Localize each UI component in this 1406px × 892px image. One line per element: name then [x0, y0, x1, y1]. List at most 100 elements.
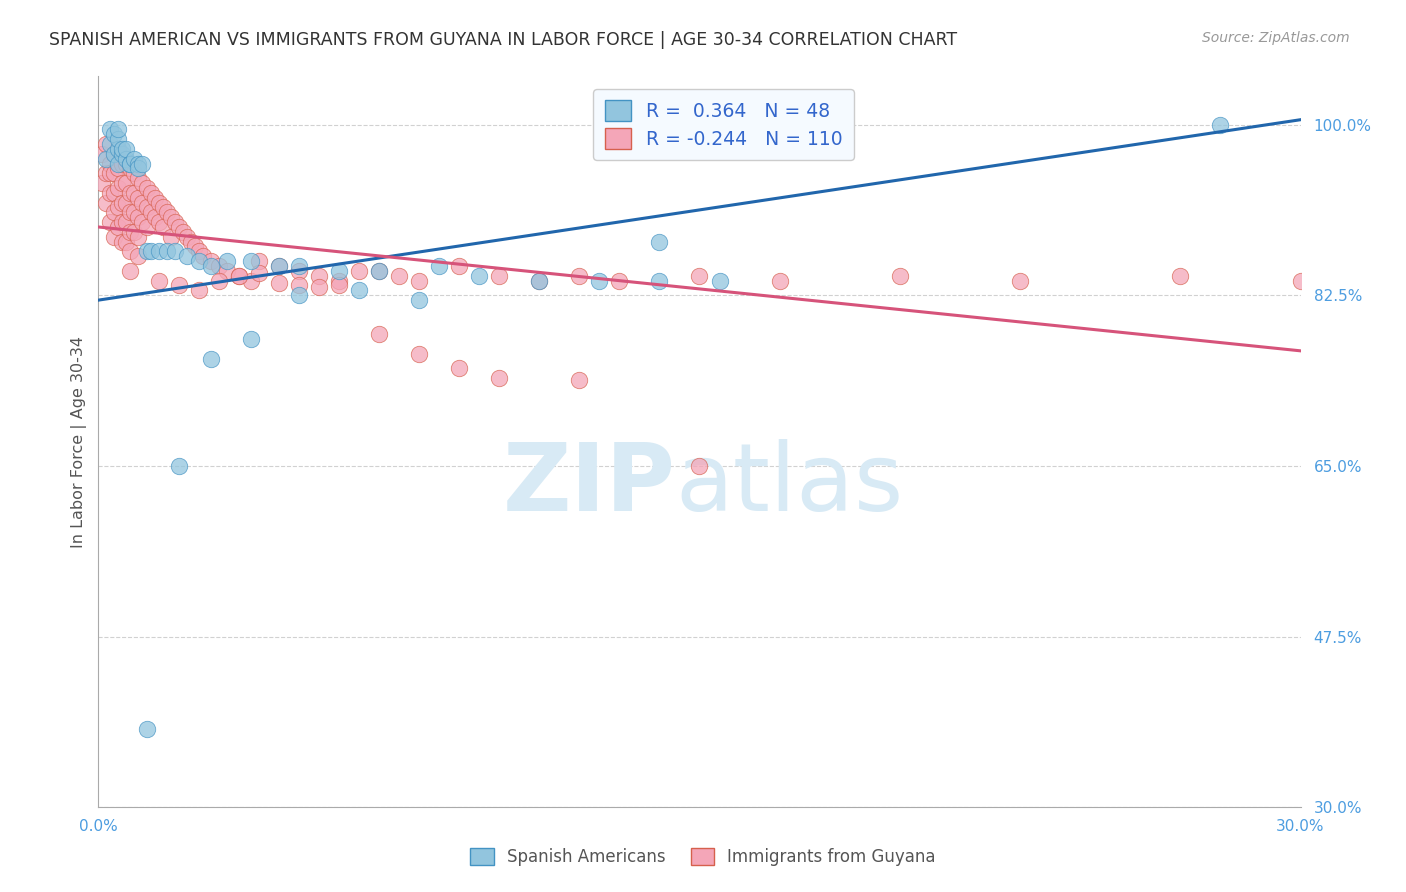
Point [447, 259, 470, 273]
Point [427, 259, 450, 273]
Point [107, 132, 129, 146]
Point [107, 219, 129, 234]
Point [308, 268, 330, 283]
Point [267, 276, 290, 290]
Point [288, 278, 311, 293]
Point [128, 156, 150, 170]
Point [120, 205, 142, 219]
Point [135, 219, 157, 234]
Point [103, 166, 125, 180]
Point [488, 268, 510, 283]
Point [111, 215, 134, 229]
Point [128, 249, 150, 263]
Point [1010, 274, 1032, 288]
Point [111, 146, 134, 161]
Point [115, 235, 138, 249]
Point [107, 181, 129, 195]
Point [191, 249, 214, 263]
Point [115, 142, 138, 156]
Point [688, 458, 710, 473]
Point [131, 215, 153, 229]
Point [100, 215, 122, 229]
Point [115, 215, 138, 229]
Legend: R =  0.364   N = 48, R = -0.244   N = 110: R = 0.364 N = 48, R = -0.244 N = 110 [593, 89, 853, 160]
Point [111, 235, 134, 249]
Text: SPANISH AMERICAN VS IMMIGRANTS FROM GUYANA IN LABOR FORCE | AGE 30-34 CORRELATIO: SPANISH AMERICAN VS IMMIGRANTS FROM GUYA… [49, 31, 957, 49]
Point [215, 254, 238, 268]
Point [347, 264, 370, 278]
Text: ZIP: ZIP [502, 440, 675, 532]
Point [529, 274, 551, 288]
Point [128, 211, 150, 225]
Point [120, 186, 142, 200]
Point [120, 156, 142, 170]
Point [215, 264, 238, 278]
Point [120, 225, 142, 239]
Point [167, 458, 190, 473]
Point [159, 229, 181, 244]
Point [96, 152, 118, 166]
Point [100, 122, 122, 136]
Point [107, 122, 129, 136]
Point [120, 156, 142, 170]
Point [368, 264, 391, 278]
Point [100, 166, 122, 180]
Point [267, 259, 290, 273]
Point [288, 264, 311, 278]
Point [388, 268, 411, 283]
Point [100, 186, 122, 200]
Point [103, 146, 125, 161]
Point [239, 274, 262, 288]
Point [247, 266, 270, 280]
Point [152, 219, 174, 234]
Point [139, 205, 162, 219]
Point [100, 156, 122, 170]
Point [107, 156, 129, 170]
Point [408, 293, 430, 307]
Point [183, 239, 205, 253]
Point [131, 176, 153, 190]
Point [148, 244, 170, 259]
Point [180, 235, 202, 249]
Point [288, 259, 311, 273]
Point [187, 244, 209, 259]
Point [176, 249, 198, 263]
Point [347, 284, 370, 298]
Point [135, 244, 157, 259]
Point [148, 195, 170, 210]
Point [228, 268, 250, 283]
Point [176, 229, 198, 244]
Point [288, 288, 311, 302]
Point [128, 171, 150, 186]
Point [107, 161, 129, 176]
Point [107, 142, 129, 156]
Point [172, 225, 194, 239]
Point [124, 166, 146, 180]
Point [96, 137, 118, 152]
Point [228, 268, 250, 283]
Point [131, 156, 153, 170]
Point [103, 205, 125, 219]
Legend: Spanish Americans, Immigrants from Guyana: Spanish Americans, Immigrants from Guyan… [464, 841, 942, 873]
Point [447, 361, 470, 376]
Point [368, 327, 391, 342]
Point [115, 195, 138, 210]
Point [148, 274, 170, 288]
Point [103, 146, 125, 161]
Point [124, 225, 146, 239]
Point [408, 347, 430, 361]
Point [103, 229, 125, 244]
Y-axis label: In Labor Force | Age 30-34: In Labor Force | Age 30-34 [72, 335, 87, 548]
Point [120, 161, 142, 176]
Point [139, 186, 162, 200]
Point [131, 195, 153, 210]
Point [200, 351, 222, 366]
Point [115, 156, 138, 170]
Point [143, 191, 166, 205]
Point [163, 215, 186, 229]
Point [111, 176, 134, 190]
Point [408, 274, 430, 288]
Point [239, 254, 262, 268]
Point [208, 259, 231, 273]
Point [768, 274, 790, 288]
